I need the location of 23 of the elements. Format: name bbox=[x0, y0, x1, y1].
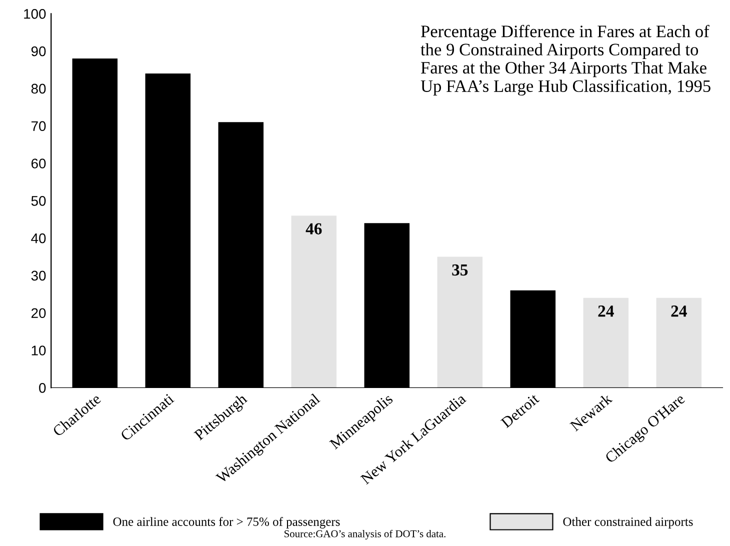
text: Percentage Difference in Fares at Each of the 9 Constrained Airports Compared to Fares at the Other 34 Airports That Make Up FAA’s Large Hub Classification, 1995 bbox=[420, 24, 710, 96]
y-tick-label: 40 bbox=[31, 233, 46, 244]
y-tick-label: 80 bbox=[31, 84, 46, 94]
data-label: 24 bbox=[598, 306, 614, 317]
y-tick-label: 30 bbox=[31, 270, 46, 281]
y-tick-label: 10 bbox=[32, 346, 46, 356]
y-tick-label: 90 bbox=[31, 46, 46, 56]
bar bbox=[656, 298, 702, 388]
source-note: Source:GAO’s analysis of DOT’s data. bbox=[284, 530, 446, 540]
y-tick-label: 70 bbox=[32, 121, 46, 132]
data-label: 46 bbox=[306, 223, 322, 234]
legend-label: Other constrained airports bbox=[563, 517, 693, 528]
y-tick-label: 0 bbox=[39, 382, 46, 393]
y-tick-label: 100 bbox=[24, 8, 46, 19]
y-tick-label: 60 bbox=[31, 158, 46, 168]
data-label: 35 bbox=[452, 264, 468, 276]
y-tick-label: 50 bbox=[31, 196, 46, 206]
bar bbox=[583, 298, 629, 388]
y-tick-label: 20 bbox=[31, 308, 46, 318]
bar bbox=[437, 256, 483, 388]
data-label: 24 bbox=[671, 306, 687, 317]
legend-label: One airline accounts for > 75% of passengers bbox=[113, 517, 340, 529]
bar bbox=[291, 216, 337, 388]
